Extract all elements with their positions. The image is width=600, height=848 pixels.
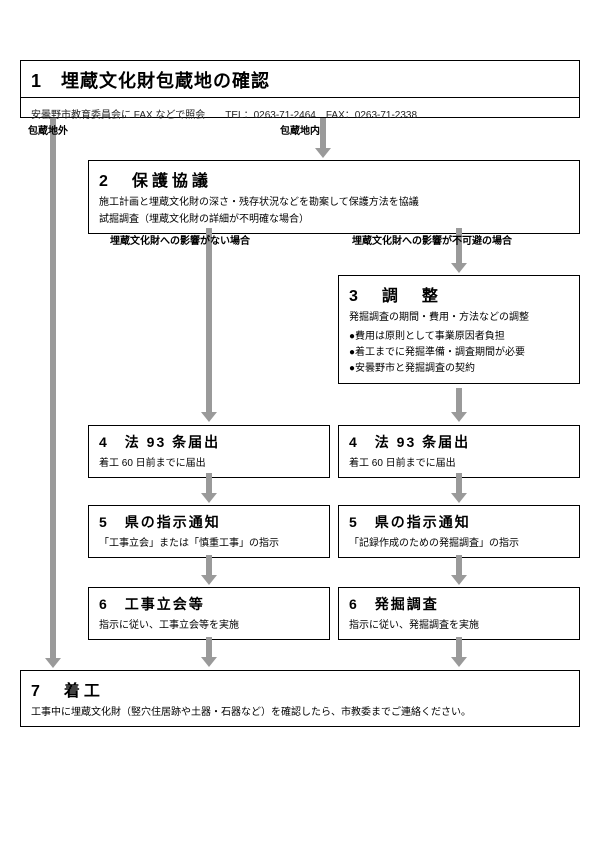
label-impact: 埋蔵文化財への影響が不可避の場合 <box>352 232 512 247</box>
arrow-5l-6l <box>206 555 212 575</box>
arrow-4l-5l <box>206 473 212 493</box>
box-4r-sub: 着工 60 日前までに届出 <box>349 456 569 471</box>
box-2-line2: 試掘調査（埋蔵文化財の詳細が不明確な場合） <box>99 212 569 227</box>
arrow-4r-5r <box>456 473 462 493</box>
box-6r-sub: 指示に従い、発掘調査を実施 <box>349 618 569 633</box>
box-3-b1: ●費用は原則として事業原因者負担 <box>349 329 569 345</box>
box-1-divider: 安曇野市教育委員会に FAX などで照会 TEL：0263-71-2464 FA… <box>21 97 579 121</box>
box-3-line1: 発掘調査の期間・費用・方法などの調整 <box>349 310 569 325</box>
box-3-title: 3 調 整 <box>349 282 569 306</box>
box-6l-attend: 6 工事立会等 指示に従い、工事立会等を実施 <box>88 587 330 640</box>
arrow-6l-7 <box>206 637 212 657</box>
box-4l-notify: 4 法 93 条届出 着工 60 日前までに届出 <box>88 425 330 478</box>
arrow-to-box2 <box>320 118 326 148</box>
box-7-start: 7 着工 工事中に埋蔵文化財（竪穴住居跡や土器・石器など）を確認したら、市教委ま… <box>20 670 580 727</box>
label-noimpact: 埋蔵文化財への影響がない場合 <box>110 232 250 247</box>
box-1-sub: 安曇野市教育委員会に FAX などで照会 TEL：0263-71-2464 FA… <box>31 106 569 121</box>
box-5r-instruct: 5 県の指示通知 「記録作成のための発掘調査」の指示 <box>338 505 580 558</box>
label-outside: 包蔵地外 <box>28 122 68 137</box>
arrow-3-to-4r <box>456 388 462 412</box>
box-4l-title: 4 法 93 条届出 <box>99 432 319 452</box>
box-6r-excavate: 6 発掘調査 指示に従い、発掘調査を実施 <box>338 587 580 640</box>
box-7-sub: 工事中に埋蔵文化財（竪穴住居跡や土器・石器など）を確認したら、市教委までご連絡く… <box>31 705 569 720</box>
box-1-confirm: 1 埋蔵文化財包蔵地の確認 安曇野市教育委員会に FAX などで照会 TEL：0… <box>20 60 580 118</box>
box-5l-title: 5 県の指示通知 <box>99 512 319 532</box>
box-2-line1: 施工計画と埋蔵文化財の深さ・残存状況などを勘案して保護方法を協議 <box>99 195 569 210</box>
box-5l-sub: 「工事立会」または「慎重工事」の指示 <box>99 536 319 551</box>
box-4r-title: 4 法 93 条届出 <box>349 432 569 452</box>
box-2-title: 2 保護協議 <box>99 167 569 191</box>
arrow-noimpact <box>206 228 212 412</box>
box-1-title: 1 埋蔵文化財包蔵地の確認 <box>31 67 569 93</box>
box-3-adjust: 3 調 整 発掘調査の期間・費用・方法などの調整 ●費用は原則として事業原因者負… <box>338 275 580 384</box>
box-6r-title: 6 発掘調査 <box>349 594 569 614</box>
box-5r-title: 5 県の指示通知 <box>349 512 569 532</box>
box-2-consult: 2 保護協議 施工計画と埋蔵文化財の深さ・残存状況などを勘案して保護方法を協議 … <box>88 160 580 234</box>
box-6l-title: 6 工事立会等 <box>99 594 319 614</box>
arrow-5r-6r <box>456 555 462 575</box>
box-3-b2: ●着工までに発掘準備・調査期間が必要 <box>349 345 569 361</box>
arrow-outside <box>50 118 56 658</box>
arrow-6r-7 <box>456 637 462 657</box>
box-3-b3: ●安曇野市と発掘調査の契約 <box>349 361 569 377</box>
box-4l-sub: 着工 60 日前までに届出 <box>99 456 319 471</box>
box-5r-sub: 「記録作成のための発掘調査」の指示 <box>349 536 569 551</box>
box-6l-sub: 指示に従い、工事立会等を実施 <box>99 618 319 633</box>
label-inside: 包蔵地内 <box>280 122 320 137</box>
box-4r-notify: 4 法 93 条届出 着工 60 日前までに届出 <box>338 425 580 478</box>
box-7-title: 7 着工 <box>31 677 569 701</box>
box-5l-instruct: 5 県の指示通知 「工事立会」または「慎重工事」の指示 <box>88 505 330 558</box>
